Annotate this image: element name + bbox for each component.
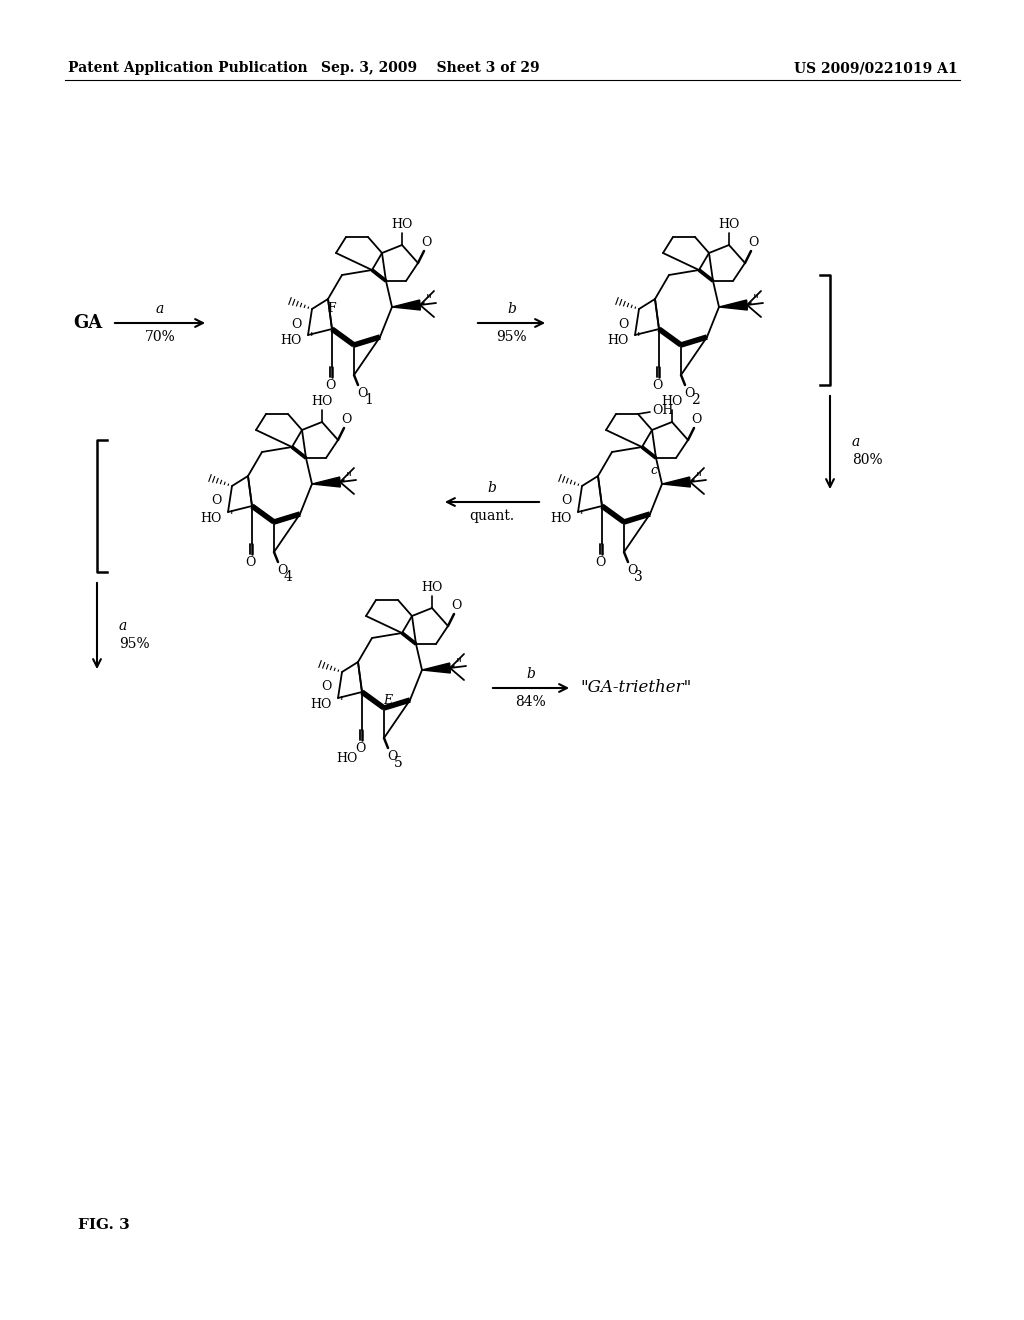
- Text: Patent Application Publication: Patent Application Publication: [68, 61, 307, 75]
- Text: HO: HO: [421, 581, 442, 594]
- Text: O: O: [276, 564, 287, 577]
- Text: O: O: [595, 556, 605, 569]
- Text: O: O: [618, 318, 629, 330]
- Text: c: c: [650, 463, 657, 477]
- Text: HO: HO: [201, 511, 222, 524]
- Text: a: a: [119, 619, 127, 634]
- Text: O: O: [245, 556, 255, 569]
- Text: O: O: [322, 681, 332, 693]
- Polygon shape: [662, 477, 690, 487]
- Text: '': '': [456, 657, 463, 671]
- Text: GA: GA: [74, 314, 102, 333]
- Text: HO: HO: [337, 752, 358, 766]
- Text: b: b: [487, 480, 497, 495]
- Text: '': '': [346, 471, 353, 484]
- Text: 1: 1: [364, 393, 373, 407]
- Text: 84%: 84%: [516, 696, 547, 709]
- Text: HO: HO: [310, 697, 332, 710]
- Text: quant.: quant.: [469, 510, 515, 523]
- Text: ': ': [230, 510, 233, 523]
- Text: '': '': [753, 294, 760, 308]
- Polygon shape: [719, 300, 748, 310]
- Text: 70%: 70%: [144, 330, 175, 345]
- Text: O: O: [691, 413, 701, 426]
- Text: O: O: [354, 742, 366, 755]
- Text: O: O: [652, 379, 663, 392]
- Text: HO: HO: [662, 395, 683, 408]
- Text: ': ': [580, 510, 584, 523]
- Text: HO: HO: [718, 218, 739, 231]
- Text: 80%: 80%: [852, 454, 883, 467]
- Polygon shape: [312, 477, 340, 487]
- Text: HO: HO: [551, 511, 572, 524]
- Text: 95%: 95%: [497, 330, 526, 345]
- Text: b: b: [526, 667, 536, 681]
- Text: a: a: [852, 436, 860, 450]
- Text: US 2009/0221019 A1: US 2009/0221019 A1: [795, 61, 958, 75]
- Text: O: O: [212, 495, 222, 507]
- Text: 5: 5: [394, 756, 402, 770]
- Text: 3: 3: [634, 570, 643, 583]
- Text: 4: 4: [284, 570, 293, 583]
- Text: O: O: [451, 599, 461, 612]
- Text: ': ': [637, 333, 640, 346]
- Text: HO: HO: [391, 218, 413, 231]
- Text: O: O: [387, 750, 397, 763]
- Text: O: O: [292, 318, 302, 330]
- Text: HO: HO: [281, 334, 302, 347]
- Text: a: a: [156, 302, 164, 315]
- Text: b: b: [507, 302, 516, 315]
- Text: E: E: [383, 693, 392, 706]
- Text: 2: 2: [691, 393, 699, 407]
- Text: "GA-triether": "GA-triether": [580, 680, 691, 697]
- Text: '': '': [696, 471, 703, 484]
- Text: HO: HO: [311, 395, 333, 408]
- Text: O: O: [341, 413, 351, 426]
- Text: 95%: 95%: [119, 638, 150, 651]
- Text: HO: HO: [607, 334, 629, 347]
- Text: F: F: [328, 302, 336, 315]
- Text: ': ': [340, 696, 343, 709]
- Text: Sep. 3, 2009    Sheet 3 of 29: Sep. 3, 2009 Sheet 3 of 29: [321, 61, 540, 75]
- Text: O: O: [561, 495, 572, 507]
- Text: O: O: [748, 236, 758, 249]
- Text: ': ': [310, 333, 313, 346]
- Text: O: O: [421, 236, 431, 249]
- Polygon shape: [392, 300, 421, 310]
- Text: OH: OH: [652, 404, 674, 417]
- Text: '': '': [426, 294, 433, 308]
- Text: FIG. 3: FIG. 3: [78, 1218, 130, 1232]
- Text: O: O: [325, 379, 335, 392]
- Text: O: O: [627, 564, 637, 577]
- Text: O: O: [356, 387, 368, 400]
- Text: O: O: [684, 387, 694, 400]
- Polygon shape: [422, 663, 451, 673]
